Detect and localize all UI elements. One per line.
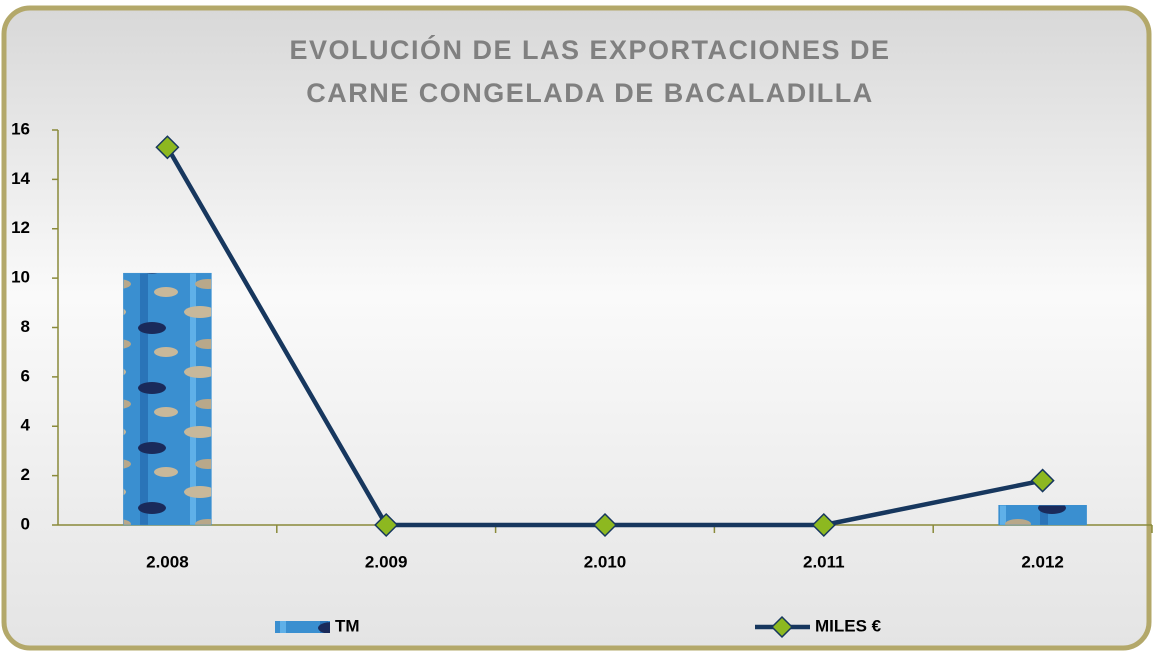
- y-tick-label: 8: [21, 317, 30, 336]
- legend-swatch: [275, 621, 330, 633]
- y-tick-label: 10: [11, 268, 30, 287]
- x-tick-label: 2.009: [365, 552, 408, 571]
- marker: [1030, 468, 1055, 493]
- x-tick-label: 2.010: [584, 552, 627, 571]
- y-tick-label: 2: [21, 465, 30, 484]
- legend-label: TM: [335, 616, 360, 635]
- marker: [592, 512, 618, 538]
- y-tick-label: 16: [11, 119, 30, 138]
- marker: [811, 512, 836, 538]
- chart-title: CARNE CONGELADA DE BACALADILLA: [306, 78, 873, 108]
- y-tick-label: 12: [11, 218, 30, 237]
- y-tick-label: 0: [21, 514, 30, 533]
- legend-marker: [770, 615, 794, 639]
- y-tick-label: 6: [21, 366, 30, 385]
- x-tick-label: 2.008: [146, 552, 189, 571]
- chart-frame: [1, 5, 1152, 651]
- bar: [123, 272, 212, 526]
- x-tick-label: 2.012: [1021, 552, 1064, 571]
- chart-title: EVOLUCIÓN DE LAS EXPORTACIONES DE: [289, 34, 890, 65]
- x-tick-label: 2.011: [803, 552, 845, 571]
- y-tick-label: 4: [21, 416, 31, 435]
- bar: [998, 505, 1087, 526]
- marker: [155, 135, 180, 160]
- legend-label: MILES €: [815, 616, 882, 635]
- marker: [374, 512, 399, 538]
- y-tick-label: 14: [11, 169, 30, 188]
